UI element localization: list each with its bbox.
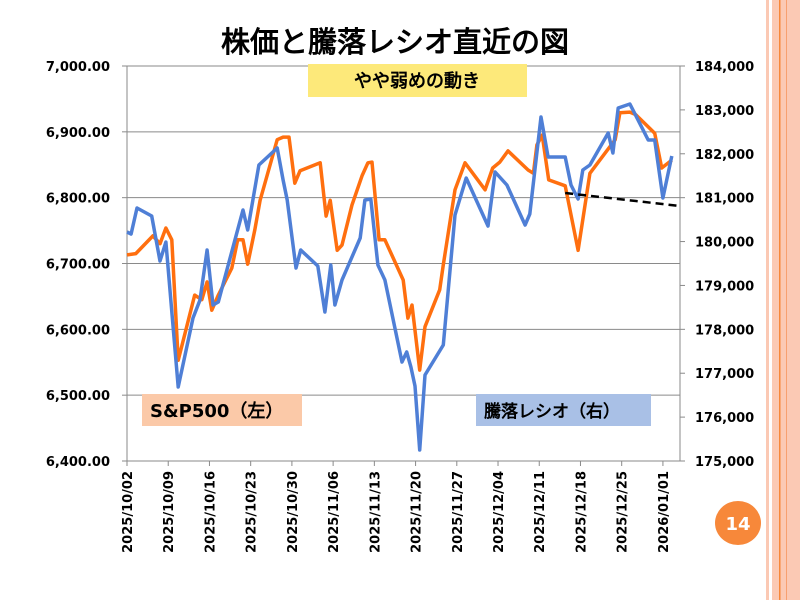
y-left-tick-label: 6,900.00: [46, 126, 110, 141]
chart-title: 株価と騰落レシオ直近の図: [221, 25, 569, 59]
x-tick-label: 2025/11/13: [368, 471, 383, 553]
x-tick-label: 2026/01/01: [657, 471, 672, 553]
y-right-tick-label: 179,000: [695, 279, 754, 294]
y-right-tick-label: 178,000: [695, 323, 754, 338]
y-right-tick-label: 177,000: [695, 367, 754, 382]
x-tick-label: 2025/12/25: [616, 471, 631, 553]
x-tick-label: 2025/12/04: [492, 471, 507, 553]
x-tick-label: 2025/11/27: [451, 471, 466, 553]
x-tick-label: 2025/10/23: [245, 471, 260, 553]
y-left-tick-label: 6,600.00: [46, 323, 110, 338]
y-right-tick-label: 181,000: [695, 192, 754, 207]
sp500-label-box: [142, 394, 302, 426]
ratio-label: 騰落レシオ（右）: [484, 401, 620, 422]
y-left-tick-label: 7,000.00: [46, 60, 110, 75]
x-tick-label: 2025/12/18: [574, 471, 589, 553]
x-tick-label: 2025/10/09: [162, 471, 177, 553]
y-right-tick-label: 180,000: [695, 236, 754, 251]
x-tick-label: 2025/10/16: [203, 471, 218, 553]
y-left-tick-label: 6,500.00: [46, 389, 110, 404]
sp500-line: [126, 110, 673, 372]
y-right-tick-label: 176,000: [695, 411, 754, 426]
decor-line: [786, 0, 787, 600]
y-left-tick-label: 6,400.00: [46, 455, 110, 470]
page-number: 14: [725, 514, 750, 535]
y-right-tick-label: 184,000: [695, 60, 754, 75]
y-right-tick-label: 182,000: [695, 148, 754, 163]
y-left-tick-label: 6,800.00: [46, 192, 110, 207]
note-text: やや弱めの動き: [354, 70, 480, 92]
trendline: [565, 191, 681, 208]
decor-stripe: [766, 0, 769, 600]
decor-line: [779, 0, 781, 600]
y-left-tick-label: 6,700.00: [46, 258, 110, 273]
x-tick-label: 2025/12/11: [533, 471, 548, 553]
note-box: [308, 64, 527, 97]
y-right-tick-label: 175,000: [695, 455, 754, 470]
page-number-badge: [715, 501, 761, 545]
x-tick-label: 2025/10/02: [121, 471, 136, 553]
y-right-tick-label: 183,000: [695, 104, 754, 119]
ratio-label-box: [476, 394, 651, 426]
x-tick-label: 2025/10/30: [286, 471, 301, 553]
sp500-label: S&P500（左）: [150, 400, 283, 422]
x-tick-label: 2025/11/06: [327, 471, 342, 553]
x-tick-label: 2025/11/20: [410, 471, 425, 553]
